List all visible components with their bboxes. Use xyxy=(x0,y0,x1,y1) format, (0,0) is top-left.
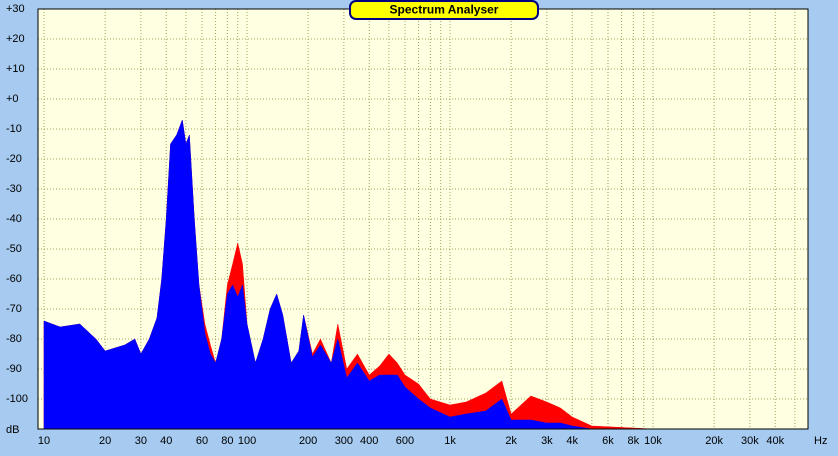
y-tick-label: -100 xyxy=(6,393,28,405)
x-tick-label: 30 xyxy=(135,435,147,447)
x-tick-label: 2k xyxy=(505,435,517,447)
y-tick-label: -10 xyxy=(6,123,22,135)
y-tick-label: -80 xyxy=(6,333,22,345)
y-tick-label: +30 xyxy=(6,3,25,15)
x-tick-label: 400 xyxy=(360,435,378,447)
x-tick-label: 40k xyxy=(766,435,784,447)
x-tick-label: 4k xyxy=(566,435,578,447)
title-box xyxy=(349,0,539,20)
x-tick-label: 200 xyxy=(299,435,317,447)
y-tick-label: -30 xyxy=(6,183,22,195)
y-tick-label: +10 xyxy=(6,63,25,75)
x-tick-label: 20k xyxy=(705,435,723,447)
y-tick-label: -60 xyxy=(6,273,22,285)
x-tick-label: 20 xyxy=(99,435,111,447)
x-tick-label: 6k xyxy=(602,435,614,447)
x-tick-label: 10 xyxy=(38,435,50,447)
y-tick-label: -20 xyxy=(6,153,22,165)
x-tick-label: 10k xyxy=(644,435,662,447)
x-tick-label: 40 xyxy=(160,435,172,447)
y-tick-label: -90 xyxy=(6,363,22,375)
x-tick-label: 600 xyxy=(396,435,414,447)
x-axis-label: Hz xyxy=(814,435,827,447)
x-tick-label: 30k xyxy=(741,435,759,447)
y-tick-label: -50 xyxy=(6,243,22,255)
y-tick-label: +20 xyxy=(6,33,25,45)
y-axis-label: dB xyxy=(6,424,19,436)
chart-title: Spectrum Analyser xyxy=(390,3,499,17)
x-tick-label: 60 xyxy=(196,435,208,447)
x-tick-label: 1k xyxy=(444,435,456,447)
x-tick-label: 8k xyxy=(628,435,640,447)
x-tick-label: 100 xyxy=(238,435,256,447)
x-tick-label: 300 xyxy=(335,435,353,447)
y-tick-label: +0 xyxy=(6,93,19,105)
y-tick-label: -70 xyxy=(6,303,22,315)
y-tick-label: -40 xyxy=(6,213,22,225)
x-tick-label: 80 xyxy=(221,435,233,447)
x-tick-label: 3k xyxy=(541,435,553,447)
spectrum-area xyxy=(43,119,795,430)
